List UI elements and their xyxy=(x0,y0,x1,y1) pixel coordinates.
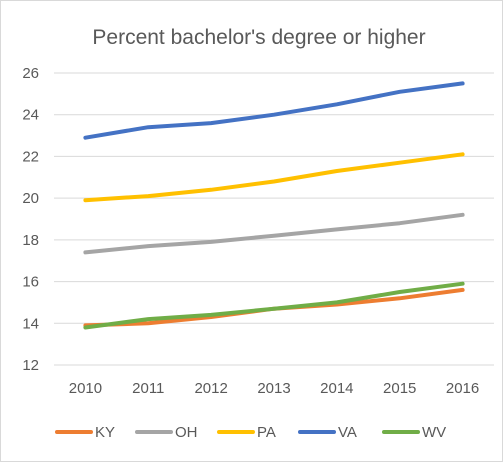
legend-label: WV xyxy=(422,424,446,441)
x-tick-label: 2010 xyxy=(69,380,102,397)
series-line-wv xyxy=(83,281,465,330)
series-lines xyxy=(83,81,465,330)
y-tick-label: 20 xyxy=(22,190,39,207)
y-tick-label: 14 xyxy=(22,315,39,332)
y-tick-label: 26 xyxy=(22,65,39,82)
series-line-oh xyxy=(83,212,465,255)
y-tick-label: 16 xyxy=(22,274,39,291)
chart-title: Percent bachelor's degree or higher xyxy=(92,26,425,49)
x-axis-ticks: 2010 2011 2012 2013 2014 2015 2016 xyxy=(69,380,480,397)
legend: KY OH PA VA WV xyxy=(55,424,446,441)
series-line-pa xyxy=(83,152,465,203)
x-tick-label: 2013 xyxy=(257,380,290,397)
legend-item-ky: KY xyxy=(55,424,115,441)
x-tick-label: 2015 xyxy=(383,380,416,397)
legend-label: PA xyxy=(257,424,276,441)
legend-item-oh: OH xyxy=(135,424,198,441)
legend-label: OH xyxy=(175,424,198,441)
y-tick-label: 18 xyxy=(22,232,39,249)
y-axis-ticks: 12 14 16 18 20 22 24 26 xyxy=(22,65,39,374)
x-tick-label: 2012 xyxy=(194,380,227,397)
legend-label: KY xyxy=(95,424,115,441)
legend-item-wv: WV xyxy=(382,424,446,441)
series-line-va xyxy=(83,81,465,140)
x-tick-label: 2014 xyxy=(320,380,353,397)
y-tick-label: 22 xyxy=(22,148,39,165)
legend-label: VA xyxy=(338,424,357,441)
y-tick-label: 24 xyxy=(22,107,39,124)
legend-item-pa: PA xyxy=(217,424,276,441)
x-tick-label: 2016 xyxy=(446,380,479,397)
legend-item-va: VA xyxy=(298,424,357,441)
x-tick-label: 2011 xyxy=(132,380,164,397)
y-tick-label: 12 xyxy=(22,357,39,374)
